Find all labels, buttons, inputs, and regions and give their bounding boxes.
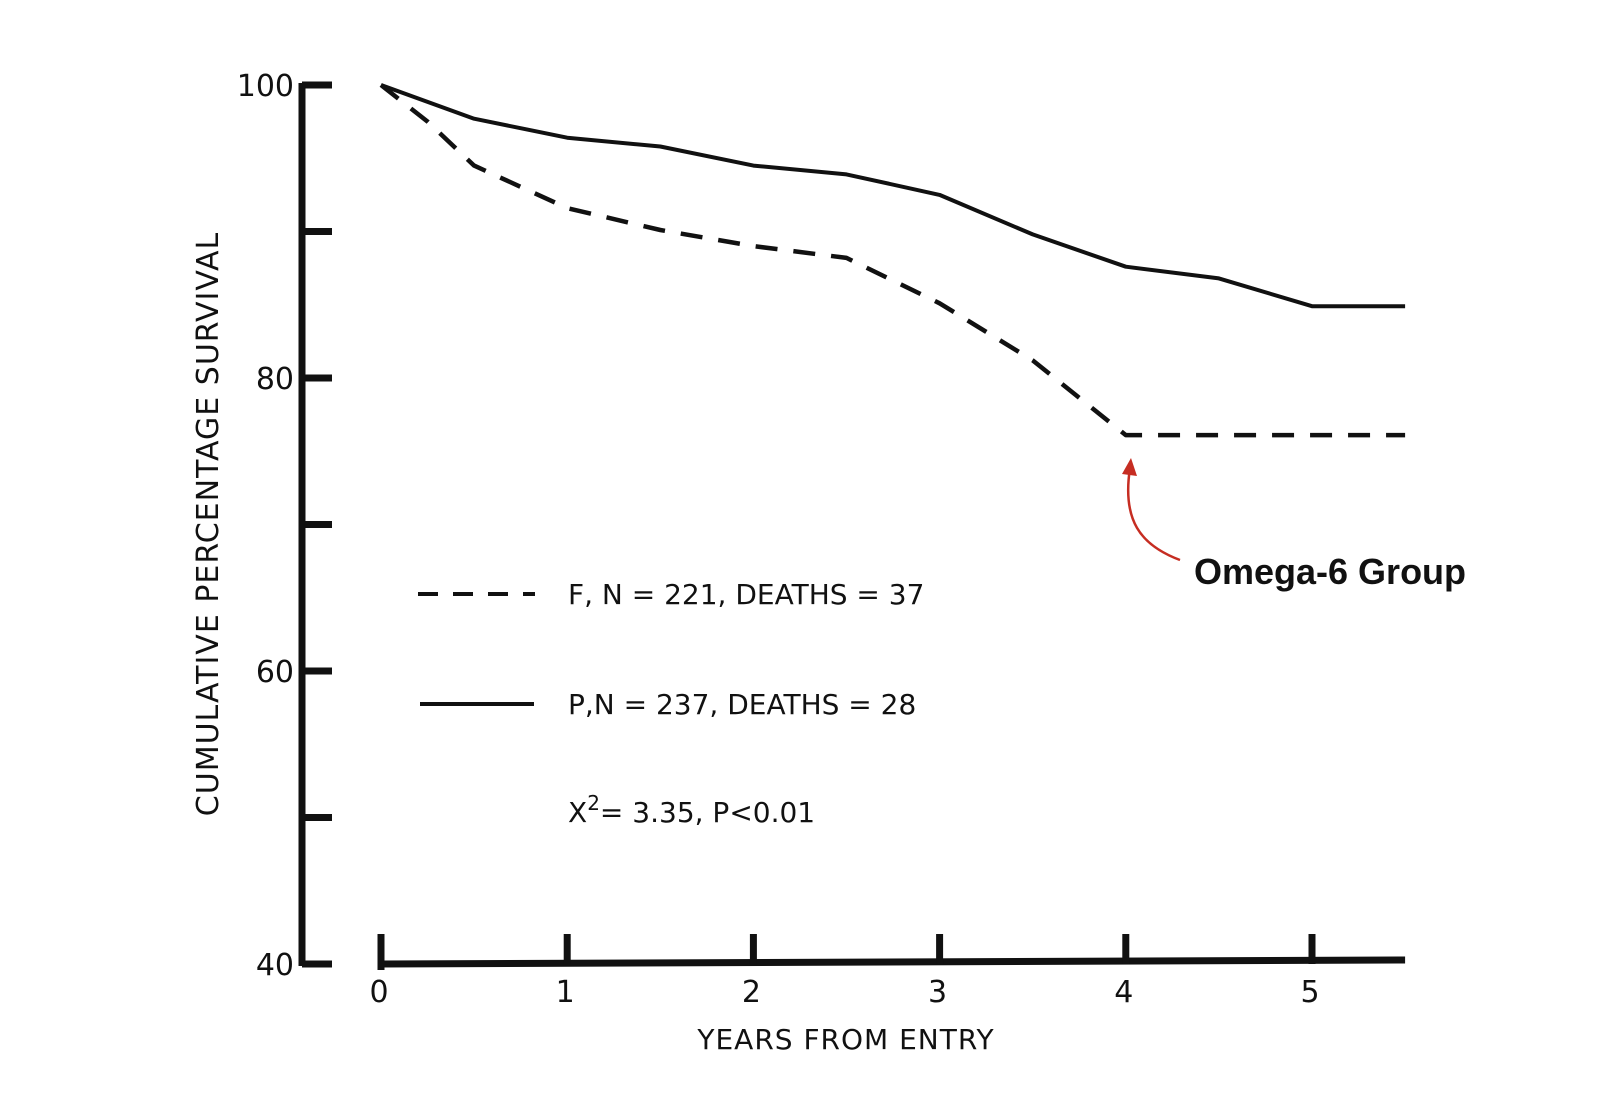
annotation: Omega-6 Group	[1122, 458, 1466, 592]
y-axis-label: CUMULATIVE PERCENTAGE SURVIVAL	[191, 232, 226, 816]
annotation-arrow	[1126, 467, 1181, 562]
x-axis: 0 1 2 3 4 5	[369, 934, 1406, 1010]
x-tick-label-4: 4	[1114, 975, 1133, 1010]
legend-label-f: F, N = 221, DEATHS = 37	[568, 578, 924, 611]
x-tick-label-2: 2	[742, 975, 761, 1010]
legend: F, N = 221, DEATHS = 37 P,N = 237, DEATH…	[418, 578, 924, 829]
annotation-arrowhead	[1122, 458, 1137, 476]
y-tick-label-40: 40	[256, 948, 294, 983]
legend-label-p: P,N = 237, DEATHS = 28	[568, 688, 916, 721]
series-line-f	[379, 83, 1406, 438]
x-tick-label-5: 5	[1300, 975, 1319, 1010]
annotation-label: Omega-6 Group	[1194, 551, 1466, 592]
x-axis-label: YEARS FROM ENTRY	[696, 1023, 994, 1056]
y-axis: 40 60 80 100	[237, 69, 332, 983]
x-axis-line	[377, 956, 1406, 968]
y-tick-label-60: 60	[256, 655, 294, 690]
series-lines	[379, 83, 1406, 438]
chi-value: = 3.35, P<0.01	[600, 796, 815, 829]
x-tick-label-0: 0	[369, 975, 388, 1010]
y-tick-label-80: 80	[256, 362, 294, 397]
x-tick-label-3: 3	[928, 975, 947, 1010]
chi-symbol: X	[568, 796, 587, 829]
series-line-p	[380, 83, 1406, 309]
y-tick-label-100: 100	[237, 69, 294, 104]
chi-square-stat: X2= 3.35, P<0.01	[568, 791, 815, 829]
x-tick-label-1: 1	[556, 975, 575, 1010]
chi-exponent: 2	[587, 791, 600, 815]
